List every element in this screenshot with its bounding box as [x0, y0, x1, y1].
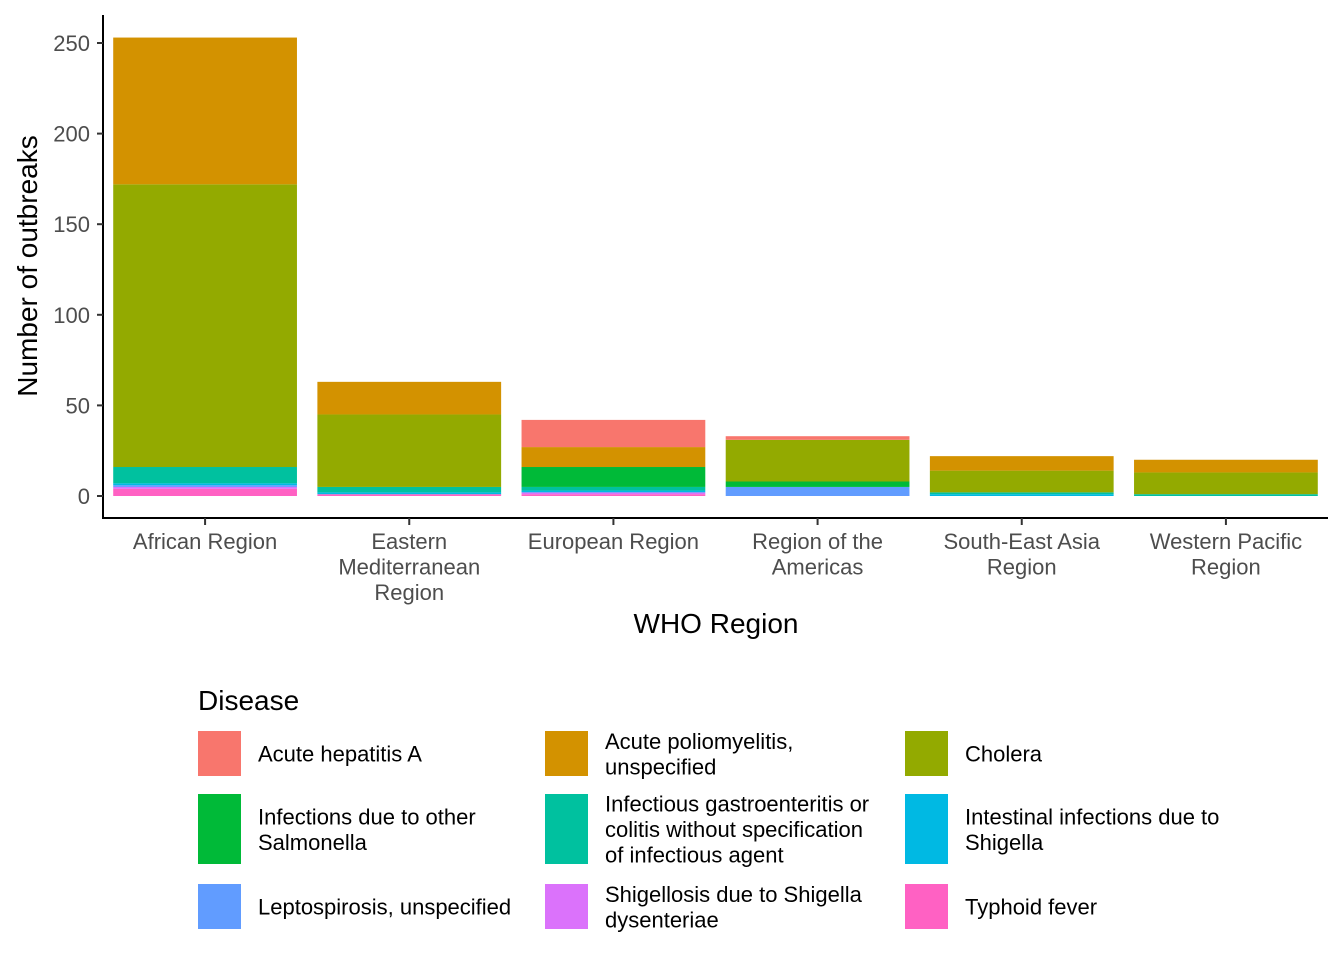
y-tick-label-3: 150 — [53, 212, 90, 237]
y-tick-label-2: 100 — [53, 303, 90, 328]
legend-key-4 — [545, 794, 588, 864]
bar-segment-4-4 — [929, 492, 1114, 495]
bar-segment-2-1 — [521, 447, 706, 468]
bar-segment-2-3 — [521, 467, 706, 487]
bar-segment-1-4 — [317, 486, 502, 493]
bar-segment-2-0 — [521, 419, 706, 448]
legend-key-2 — [905, 731, 948, 776]
legend-label-1: Acute poliomyelitis, unspecified — [605, 729, 793, 780]
legend-key-0 — [198, 731, 241, 776]
legend: Disease Acute hepatitis A Acute poliomyel… — [198, 685, 1219, 932]
x-tick-label-5: Western Pacific Region — [1150, 529, 1302, 580]
bar-segment-1-5 — [317, 492, 502, 495]
x-axis-ticks: African Region Eastern Mediterranean Region… — [133, 518, 1302, 605]
bar-segment-5-2 — [1134, 472, 1318, 495]
bar-segment-0-6 — [113, 485, 297, 487]
legend-label-3: Infections due to other Salmonella — [258, 804, 476, 855]
x-tick-label-1: Eastern Mediterranean Region — [338, 529, 480, 605]
bar-segment-3-0 — [725, 436, 910, 440]
bar-segment-0-7 — [113, 486, 297, 489]
bar-segment-2-5 — [521, 490, 706, 493]
bar-segment-2-8 — [521, 494, 706, 496]
bar-segment-4-2 — [929, 470, 1114, 493]
bars-layer — [113, 37, 1318, 496]
bar-segment-0-1 — [113, 37, 297, 185]
legend-key-3 — [198, 794, 241, 864]
bar-segment-1-1 — [317, 381, 502, 415]
x-tick-label-4: South-East Asia Region — [943, 529, 1100, 580]
x-axis-title: WHO Region — [634, 608, 799, 639]
legend-key-1 — [545, 731, 588, 776]
bar-segment-2-4 — [521, 486, 706, 491]
bar-segment-4-5 — [929, 494, 1114, 496]
legend-label-5: Intestinal infections due to Shigella — [965, 804, 1219, 855]
x-tick-label-0: African Region — [133, 529, 277, 554]
legend-key-5 — [905, 794, 948, 864]
legend-label-6: Leptospirosis, unspecified — [258, 895, 511, 920]
y-tick-label-0: 0 — [78, 484, 90, 509]
y-axis-title: Number of outbreaks — [12, 135, 43, 396]
legend-key-8 — [905, 884, 948, 929]
legend-label-4: Infectious gastroenteritis or colitis wit… — [605, 792, 869, 868]
bar-segment-1-2 — [317, 414, 502, 487]
legend-title: Disease — [198, 685, 299, 716]
bar-segment-1-8 — [317, 494, 502, 496]
x-tick-label-2: European Region — [528, 529, 699, 554]
bar-segment-4-1 — [929, 456, 1114, 471]
bar-segment-0-2 — [113, 184, 297, 468]
legend-key-6 — [198, 884, 241, 929]
bar-segment-5-1 — [1134, 459, 1318, 473]
bar-segment-0-5 — [113, 483, 297, 486]
y-tick-label-1: 50 — [66, 393, 90, 418]
bar-segment-2-7 — [521, 492, 706, 495]
x-tick-label-3: Region of the Americas — [752, 529, 883, 580]
y-tick-label-5: 250 — [53, 31, 90, 56]
legend-key-7 — [545, 884, 588, 929]
legend-label-2: Cholera — [965, 742, 1043, 767]
bar-segment-0-4 — [113, 467, 297, 484]
legend-label-8: Typhoid fever — [965, 895, 1097, 920]
bar-segment-3-6 — [725, 486, 910, 496]
legend-label-7: Shigellosis due to Shigella dysenteriae — [605, 882, 863, 933]
legend-label-0: Acute hepatitis A — [258, 742, 422, 767]
bar-segment-3-2 — [725, 439, 910, 482]
bar-segment-3-3 — [725, 481, 910, 487]
bar-segment-0-8 — [113, 488, 297, 496]
y-axis-ticks: 0 50 100 150 200 250 — [53, 31, 103, 509]
y-tick-label-4: 200 — [53, 122, 90, 147]
bar-segment-5-4 — [1134, 494, 1318, 496]
